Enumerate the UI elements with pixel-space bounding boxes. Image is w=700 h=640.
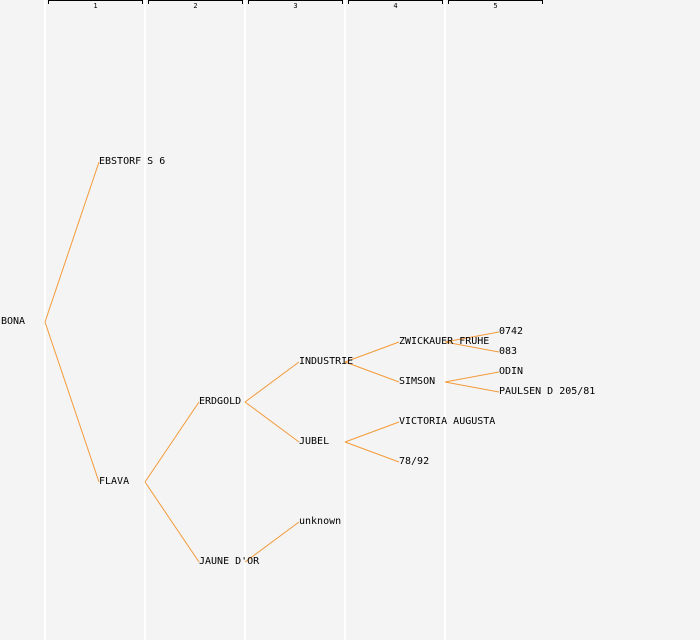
link-erdgold-jubel	[244, 401, 300, 443]
generation-header-5: 5	[448, 0, 543, 10]
generation-header-2: 2	[148, 0, 243, 10]
generation-header-1: 1	[48, 0, 143, 10]
link-erdgold-industrie	[244, 361, 300, 403]
link-industrie-simson	[344, 361, 400, 383]
link-simson-odin	[444, 371, 500, 383]
link-flava-erdgold	[144, 401, 200, 483]
generation-number: 3	[293, 2, 298, 10]
generation-bracket	[48, 0, 143, 4]
generation-number: 5	[493, 2, 498, 10]
generation-header-4: 4	[348, 0, 443, 10]
generation-divider	[344, 0, 346, 640]
node-bona[interactable]: BONA	[1, 316, 26, 327]
node-victoria-augusta[interactable]: VICTORIA AUGUSTA	[399, 416, 496, 427]
link-jubel-78-92	[344, 441, 400, 463]
generation-number: 1	[93, 2, 98, 10]
node-jubel[interactable]: JUBEL	[299, 436, 330, 447]
link-bona-flava	[44, 321, 100, 483]
generation-bracket	[248, 0, 343, 4]
node-ebstorf-s-6[interactable]: EBSTORF S 6	[99, 156, 166, 167]
link-bona-ebstorf	[44, 161, 100, 323]
link-industrie-zwickauer	[344, 341, 400, 363]
link-simson-paulsen	[444, 381, 500, 393]
generation-header-3: 3	[248, 0, 343, 10]
node-industrie[interactable]: INDUSTRIE	[299, 356, 354, 367]
generation-number: 2	[193, 2, 198, 10]
node-paulsen-d-205-81[interactable]: PAULSEN D 205/81	[499, 386, 596, 397]
node-flava[interactable]: FLAVA	[99, 476, 130, 487]
generation-divider	[144, 0, 146, 640]
link-zwickauer-0742	[444, 331, 500, 343]
node-erdgold[interactable]: ERDGOLD	[199, 396, 242, 407]
generation-number: 4	[393, 2, 398, 10]
generation-divider	[44, 0, 46, 640]
generation-divider	[444, 0, 446, 640]
link-jaune-d-or-unknown	[244, 521, 300, 563]
generation-bracket	[348, 0, 443, 4]
generation-divider	[244, 0, 246, 640]
link-jubel-victoria	[344, 421, 400, 443]
node-0742[interactable]: 0742	[499, 326, 524, 337]
node-unknown[interactable]: unknown	[299, 516, 342, 527]
link-zwickauer-083	[444, 341, 500, 353]
node-odin[interactable]: ODIN	[499, 366, 524, 377]
node-simson[interactable]: SIMSON	[399, 376, 436, 387]
generation-bracket	[448, 0, 543, 4]
node-78-92[interactable]: 78/92	[399, 456, 430, 467]
node-083[interactable]: 083	[499, 346, 518, 357]
node-zwickauer-fruhe[interactable]: ZWICKAUER FRUHE	[399, 336, 490, 347]
link-flava-jaune-d-or	[144, 481, 200, 563]
node-jaune-d-or[interactable]: JAUNE D'OR	[199, 556, 260, 567]
generation-bracket	[148, 0, 243, 4]
